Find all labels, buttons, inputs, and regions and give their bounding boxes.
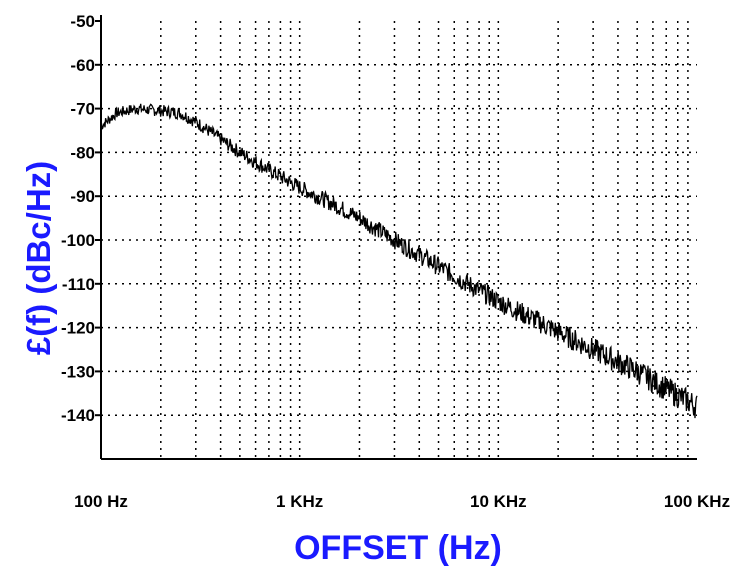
y-tick-label: -90	[70, 187, 95, 206]
y-tick-label: -120	[61, 319, 95, 338]
tick-label-layer: -50 -60 -70 -80 -90 -100 -110 -120 -130 -140 100 H…	[61, 12, 730, 511]
y-tick-label: -50	[70, 12, 95, 31]
y-tick-label: -100	[61, 231, 95, 250]
y-tick-label: -80	[70, 143, 95, 162]
x-tick-label: 100 Hz	[74, 492, 128, 511]
series-layer	[100, 103, 698, 419]
series-line	[100, 103, 698, 419]
axes-layer	[95, 15, 697, 460]
grid-layer	[101, 21, 697, 459]
y-tick-label: -60	[70, 56, 95, 75]
x-tick-label: 10 KHz	[470, 492, 527, 511]
x-tick-label: 1 KHz	[276, 492, 323, 511]
y-tick-label: -130	[61, 362, 95, 381]
x-axis-title: OFFSET (Hz)	[294, 529, 502, 567]
y-tick-label: -70	[70, 100, 95, 119]
x-tick-label: 100 KHz	[664, 492, 730, 511]
y-tick-label: -110	[62, 275, 95, 294]
y-tick-label: -140	[61, 406, 95, 425]
y-axis-title: £(f) (dBc/Hz)	[20, 161, 57, 355]
